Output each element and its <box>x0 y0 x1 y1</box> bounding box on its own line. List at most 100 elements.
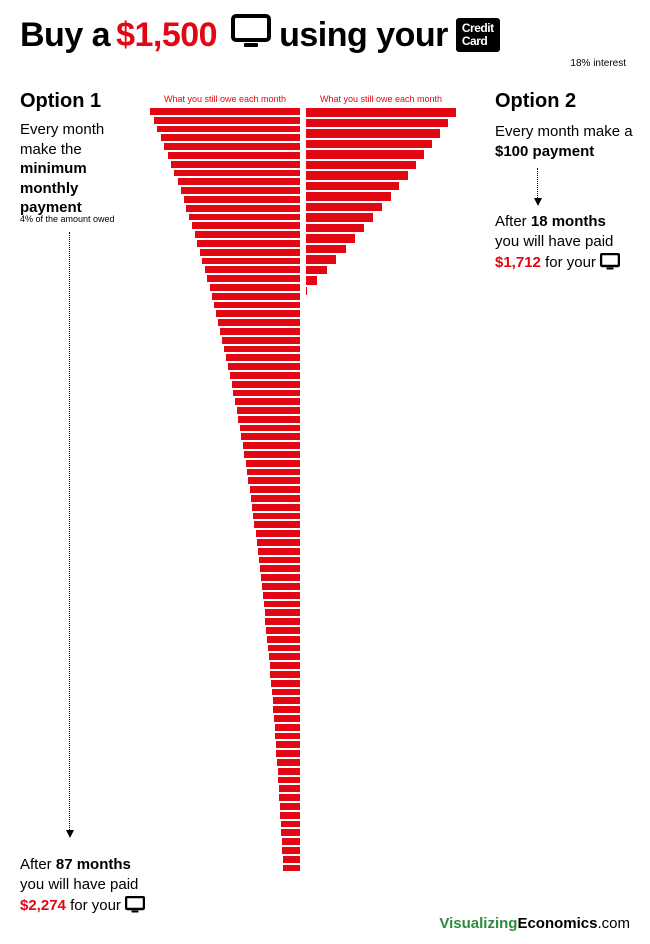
chart-bar <box>240 425 300 432</box>
chart-bar <box>178 178 300 185</box>
chart-bar <box>232 381 300 388</box>
chart-bar <box>260 565 300 572</box>
option2-result-prefix: After <box>495 213 527 230</box>
chart-bar <box>220 328 300 335</box>
badge-line2: Card <box>462 35 487 48</box>
chart-bar <box>157 126 300 133</box>
chart-bar <box>273 706 300 713</box>
option2-result-mid: you will have paid <box>495 233 613 250</box>
title-suffix: using your <box>279 16 448 55</box>
chart-bar <box>161 134 300 141</box>
chart-bar <box>306 182 399 191</box>
chart-bar <box>230 372 300 379</box>
footer-green: Visualizing <box>439 915 517 932</box>
chart-bar <box>216 310 300 317</box>
chart-bar <box>241 433 300 440</box>
chart-bar <box>270 662 300 669</box>
option1-result-prefix: After <box>20 856 52 873</box>
chart-bar <box>254 521 300 528</box>
chart-bar <box>251 495 300 502</box>
chart-bar <box>265 609 300 616</box>
chart-bar <box>244 451 300 458</box>
chart-bar <box>174 170 300 177</box>
chart-bar <box>253 513 300 520</box>
chart-bar <box>282 847 300 854</box>
chart-caption-right: What you still owe each month <box>306 94 456 104</box>
chart-bar <box>181 187 300 194</box>
chart-bar <box>274 715 300 722</box>
chart-bar <box>267 636 300 643</box>
chart-bar <box>233 390 300 397</box>
chart-bar <box>186 205 300 212</box>
option1-line1: Every month make the <box>20 121 104 158</box>
chart-bar <box>265 618 300 625</box>
chart-bar <box>280 803 300 810</box>
chart-bar <box>276 741 300 748</box>
chart-bar <box>282 838 300 845</box>
chart-bar <box>279 794 300 801</box>
chart-bar <box>270 671 300 678</box>
chart-bar <box>218 319 300 326</box>
chart-bar <box>281 821 300 828</box>
chart-bar <box>238 416 300 423</box>
credit-card-badge: Credit Card <box>456 18 500 52</box>
chart-bar <box>276 750 300 757</box>
arrow-option2 <box>537 168 538 200</box>
chart-bar <box>237 407 300 414</box>
chart-bar <box>278 768 300 775</box>
monitor-icon <box>600 253 620 276</box>
chart-bar <box>306 192 391 201</box>
chart-bar <box>192 222 300 229</box>
chart-bar <box>306 140 432 149</box>
chart-bar <box>195 231 300 238</box>
footer-tld: .com <box>597 915 630 932</box>
option2-label: Option 2 <box>495 90 576 113</box>
chart-bar <box>248 477 300 484</box>
option1-subnote: 4% of the amount owed <box>20 214 115 224</box>
chart-bar <box>283 856 300 863</box>
option1-result-suffix: for your <box>70 897 121 914</box>
headline: Buy a $1,500 using your Credit Card <box>20 12 630 58</box>
chart-bar <box>257 539 300 546</box>
option1-label: Option 1 <box>20 90 101 113</box>
chart-bar <box>261 574 300 581</box>
option2-result: After 18 months you will have paid $1,71… <box>495 212 645 276</box>
chart-bar <box>250 486 300 493</box>
chart-bar <box>258 548 300 555</box>
chart-bar <box>306 108 456 117</box>
option1-result-mid: you will have paid <box>20 876 138 893</box>
option2-result-months: 18 months <box>531 213 606 230</box>
option2-result-suffix: for your <box>545 254 596 271</box>
chart-bar <box>252 504 300 511</box>
chart-bar <box>264 601 300 608</box>
chart-bar <box>189 214 300 221</box>
chart-bar <box>256 530 300 537</box>
chart-bar <box>263 592 300 599</box>
chart-bar <box>271 680 300 687</box>
chart-bar <box>275 724 300 731</box>
chart-bar <box>269 653 300 660</box>
chart-bar <box>268 645 300 652</box>
monitor-icon <box>231 14 271 57</box>
chart-bar <box>275 733 300 740</box>
chart-bar <box>283 865 300 872</box>
option2-line1: Every month make a <box>495 123 633 140</box>
title-amount: $1,500 <box>116 16 217 55</box>
chart-bar <box>272 689 300 696</box>
monitor-icon <box>125 896 145 919</box>
chart-bar <box>235 398 300 405</box>
chart-bar <box>247 469 300 476</box>
chart-bar <box>306 119 448 128</box>
chart-bar <box>279 785 300 792</box>
chart-bar <box>306 234 355 243</box>
chart-bar <box>306 171 408 180</box>
chart-bar <box>224 346 300 353</box>
chart-bar <box>154 117 300 124</box>
footer-bold: Economics <box>517 915 597 932</box>
chart-bar <box>205 266 300 273</box>
chart-bar <box>228 363 300 370</box>
chart-bar <box>243 442 300 449</box>
chart-bar <box>212 293 300 300</box>
arrow-option1 <box>69 232 70 832</box>
chart-bar <box>262 583 300 590</box>
